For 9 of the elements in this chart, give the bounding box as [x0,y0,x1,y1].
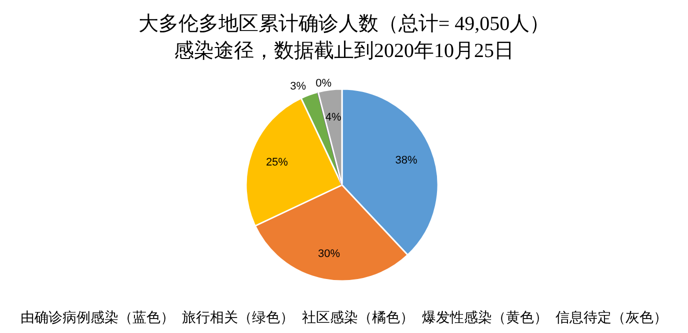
data-label: 38% [395,154,418,167]
data-label: 4% [325,111,342,124]
data-label: 30% [318,248,340,260]
text: 由确诊病例感染（蓝色） 旅行相关（绿色） 社区感染（橘色） 爆发性感染（黄色） 信息待定（灰色） [20,309,668,325]
chart-subtitle: 感染途径，数据截止到2020年10月25日 [174,40,514,62]
text: 0% [316,77,332,90]
data-label: 25% [266,156,288,169]
data-label: 3% [290,80,306,92]
chart-title: 大多伦多地区累计确诊人数（总计= 49,050人） [138,13,550,35]
